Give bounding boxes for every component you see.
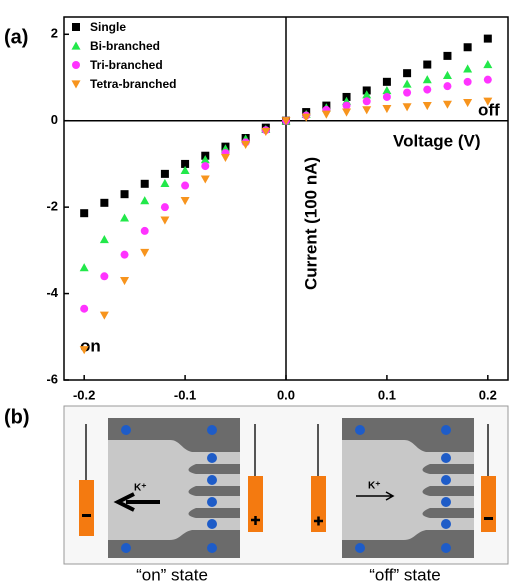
data-point	[463, 43, 472, 52]
data-point	[99, 235, 109, 244]
data-point	[301, 113, 311, 122]
annotation-on: on	[80, 336, 101, 355]
data-point	[241, 140, 251, 149]
data-point	[382, 77, 391, 86]
data-point	[100, 272, 109, 281]
x-tick-label: 0.2	[479, 387, 497, 402]
x-tick-label: -0.2	[73, 387, 95, 402]
legend-label: Tetra-branched	[90, 77, 176, 91]
data-point	[382, 85, 392, 95]
panel-label: (a)	[4, 26, 28, 48]
marker	[72, 61, 80, 69]
state-label: “off” state	[369, 565, 441, 584]
y-tick-label: -4	[46, 285, 58, 300]
data-point	[483, 60, 493, 69]
data-point	[402, 103, 412, 112]
data-point	[362, 97, 371, 106]
data-point	[483, 75, 492, 84]
data-point	[160, 169, 169, 178]
data-point	[181, 159, 190, 168]
data-point	[80, 209, 89, 218]
data-point	[362, 106, 372, 115]
data-point	[442, 100, 452, 109]
panel-label: (b)	[4, 406, 30, 428]
x-tick-label: -0.1	[174, 387, 196, 402]
data-point	[100, 198, 109, 207]
data-point	[261, 127, 271, 137]
data-point	[342, 101, 351, 110]
data-point	[382, 92, 391, 101]
y-tick-label: 0	[51, 112, 58, 127]
off-device	[311, 418, 496, 558]
data-point	[160, 203, 169, 212]
data-point	[382, 105, 392, 114]
y-tick-label: -6	[46, 371, 58, 386]
data-point	[423, 85, 432, 94]
data-point	[120, 190, 129, 199]
data-point	[120, 213, 130, 222]
data-point	[160, 178, 170, 187]
data-point	[200, 175, 210, 184]
data-point	[281, 117, 291, 126]
data-point	[160, 216, 170, 225]
marker	[71, 80, 81, 89]
data-point	[422, 101, 432, 111]
data-point	[403, 69, 412, 78]
data-point	[463, 98, 473, 108]
ion-label: K⁺	[134, 483, 147, 494]
data-point	[423, 60, 432, 69]
data-point	[463, 77, 472, 86]
state-label: “on” state	[136, 565, 208, 584]
data-point	[181, 181, 190, 190]
data-point	[80, 304, 89, 313]
data-point	[140, 248, 150, 258]
data-point	[79, 263, 89, 272]
data-point	[483, 34, 492, 43]
data-point	[99, 311, 109, 320]
data-point	[201, 162, 210, 171]
marker	[72, 23, 80, 31]
data-point	[321, 110, 331, 119]
data-point	[140, 179, 149, 188]
data-point	[140, 226, 149, 235]
data-point	[442, 70, 452, 79]
data-point	[79, 346, 89, 355]
legend-label: Tri-branched	[90, 58, 163, 72]
x-tick-label: 0.1	[378, 387, 396, 402]
data-point	[483, 97, 493, 106]
y-tick-label: -2	[46, 199, 58, 214]
data-point	[120, 250, 129, 259]
ion-label: K⁺	[368, 481, 381, 492]
legend-label: Bi-branched	[90, 39, 160, 53]
data-point	[220, 153, 230, 162]
data-point	[463, 64, 473, 73]
data-point	[200, 155, 210, 164]
data-point	[443, 51, 452, 60]
x-tick-label: 0.0	[277, 387, 295, 402]
data-point	[402, 79, 412, 88]
on-device	[79, 418, 263, 558]
data-point	[443, 82, 452, 91]
annotation-off: off	[478, 100, 500, 119]
legend-label: Single	[90, 20, 126, 34]
data-point	[120, 277, 130, 286]
marker	[71, 41, 81, 50]
data-point	[342, 108, 352, 117]
y-axis-label: Current (100 nA)	[301, 157, 320, 290]
data-point	[180, 165, 190, 175]
data-point	[140, 196, 150, 205]
data-point	[422, 75, 432, 84]
data-point	[362, 90, 372, 99]
data-point	[180, 197, 190, 206]
y-tick-label: 2	[51, 26, 58, 41]
x-axis-label: Voltage (V)	[393, 131, 481, 150]
data-point	[403, 88, 412, 97]
